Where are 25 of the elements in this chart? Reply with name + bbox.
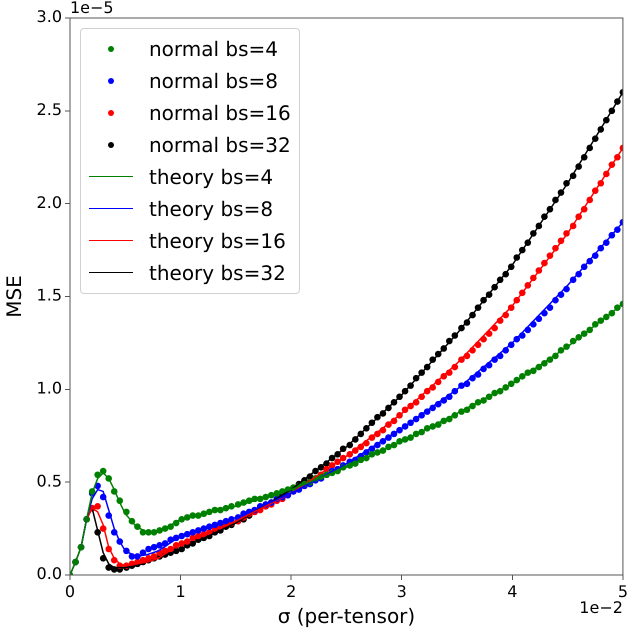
y-tick-label: 0.0 bbox=[36, 564, 62, 584]
y-tick-label: 2.0 bbox=[36, 192, 62, 212]
x-tick-label: 4 bbox=[507, 582, 518, 601]
legend-label: theory bs=16 bbox=[149, 229, 286, 253]
x-axis-title: σ (per-tensor) bbox=[278, 604, 416, 628]
legend-label: normal bs=32 bbox=[149, 133, 291, 157]
x-tick-label: 0 bbox=[64, 582, 76, 601]
legend-label: normal bs=4 bbox=[149, 37, 278, 61]
text: 1e−2 bbox=[579, 598, 623, 618]
legend-label: theory bs=4 bbox=[149, 165, 274, 189]
y-tick-label: 1.0 bbox=[36, 378, 62, 398]
y-tick-label: 2.5 bbox=[36, 100, 62, 119]
y-axis-title: MSE bbox=[2, 275, 26, 318]
x-tick-label: 5 bbox=[618, 582, 628, 601]
x-tick-label: 2 bbox=[286, 582, 296, 601]
y-tick-label: 3.0 bbox=[36, 7, 62, 26]
text: 1e−5 bbox=[70, 0, 114, 18]
legend-label: theory bs=32 bbox=[149, 261, 286, 285]
legend-label: theory bs=8 bbox=[149, 197, 274, 221]
x-tick-label: 1 bbox=[175, 582, 186, 601]
x-tick-label: 3 bbox=[396, 582, 407, 601]
y-tick-label: 1.5 bbox=[36, 286, 62, 305]
legend-label: normal bs=16 bbox=[149, 101, 291, 125]
legend-label: normal bs=8 bbox=[149, 69, 278, 93]
y-tick-label: 0.5 bbox=[36, 471, 62, 490]
